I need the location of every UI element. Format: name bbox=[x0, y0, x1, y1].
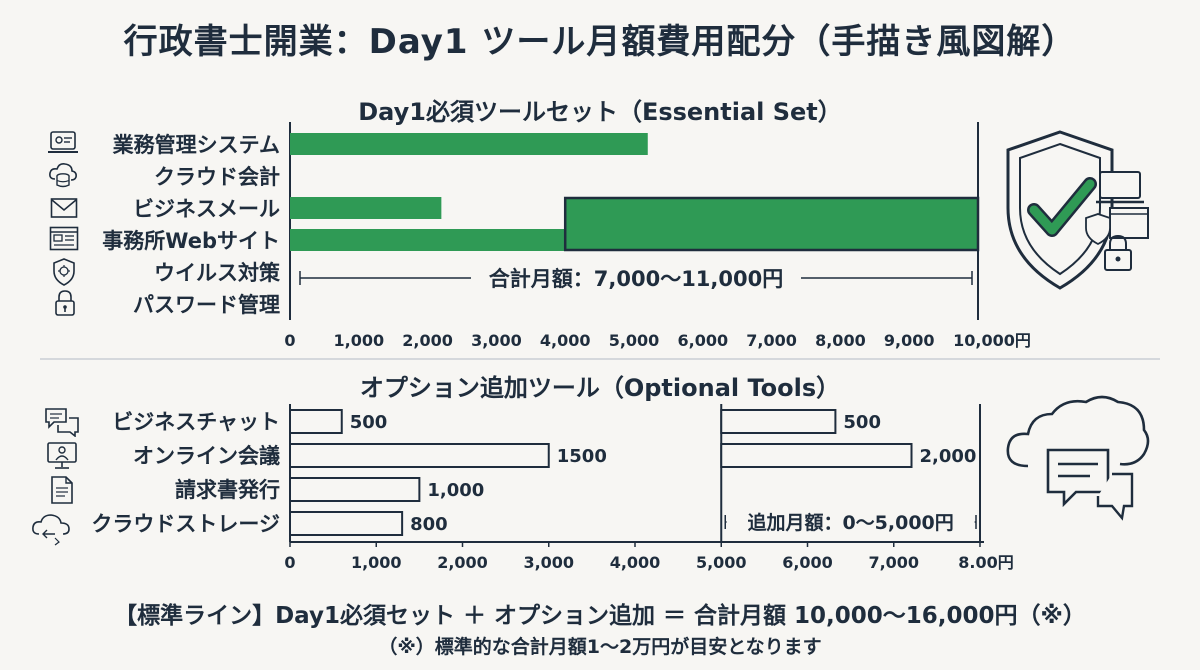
monitor-person-icon bbox=[47, 442, 77, 469]
x-tick-label: 4,000 bbox=[610, 553, 661, 572]
cloud-database-icon bbox=[49, 163, 77, 188]
shield-checkmark-icon bbox=[1006, 130, 1149, 290]
category-label: 請求書発行 bbox=[175, 478, 280, 502]
x-tick-label: 6,000 bbox=[677, 331, 728, 350]
category-label: クラウド会計 bbox=[154, 165, 280, 189]
annotation-label: 追加月額：0〜5,000円 bbox=[747, 511, 953, 534]
category-label: 事務所Webサイト bbox=[102, 229, 280, 253]
mail-icon bbox=[50, 198, 78, 218]
category-label: パスワード管理 bbox=[133, 293, 280, 317]
x-tick-label: 8,000 bbox=[815, 331, 866, 350]
category-label: オンライン会議 bbox=[133, 444, 280, 468]
x-tick-label: 9,000 bbox=[884, 331, 935, 350]
x-tick-label: 1,000 bbox=[333, 331, 384, 350]
section-divider bbox=[40, 358, 1160, 360]
laptop-gear-icon bbox=[48, 131, 78, 153]
virus-shield-icon bbox=[53, 258, 75, 286]
cloud-sync-icon bbox=[32, 514, 70, 546]
category-label: ビジネスメール bbox=[133, 197, 280, 221]
bar bbox=[289, 511, 404, 536]
padlock-icon bbox=[55, 290, 75, 316]
footer-note: （※）標準的な合計月額1〜2万円が目安となります bbox=[378, 636, 822, 658]
bar bbox=[289, 477, 421, 502]
x-tick-label: 10,000円 bbox=[953, 331, 1031, 350]
website-icon bbox=[49, 226, 79, 251]
x-tick-label: 7,000 bbox=[868, 553, 919, 572]
secondary-bar bbox=[720, 443, 913, 468]
annotation-label: 合計月額：7,000〜11,000円 bbox=[489, 267, 783, 291]
bar bbox=[290, 133, 648, 155]
optional-chart-title: オプション追加ツール（Optional Tools） bbox=[359, 374, 841, 402]
category-label: ウイルス対策 bbox=[154, 261, 281, 285]
x-tick-label: 3,000 bbox=[523, 553, 574, 572]
x-tick-label: 2,000 bbox=[437, 553, 488, 572]
x-tick-label: 1,000 bbox=[351, 553, 402, 572]
x-tick-label: 3,000 bbox=[471, 331, 522, 350]
bar-value-label: 800 bbox=[410, 514, 448, 535]
x-tick-label: 7,000 bbox=[746, 331, 797, 350]
bar bbox=[289, 443, 550, 468]
footer-summary: 【標準ライン】Day1必須セット ＋ オプション追加 ＝ 合計月額 10,000… bbox=[114, 603, 1086, 629]
x-tick-label: 6,000 bbox=[782, 553, 833, 572]
x-tick-label: 8.00円 bbox=[958, 553, 1013, 572]
bar bbox=[290, 229, 566, 251]
essential-chart-title: Day1必須ツールセット（Essential Set） bbox=[358, 98, 842, 126]
x-tick-label: 0 bbox=[284, 331, 295, 350]
document-icon bbox=[51, 476, 73, 504]
bar-value-label: 1,000 bbox=[427, 480, 484, 501]
range-bar bbox=[563, 196, 980, 252]
annotation-background bbox=[726, 507, 975, 537]
x-tick-label: 4,000 bbox=[540, 331, 591, 350]
category-label: クラウドストレージ bbox=[91, 512, 280, 536]
category-label: ビジネスチャット bbox=[112, 410, 280, 434]
category-label: 業務管理システム bbox=[113, 133, 280, 157]
secondary-bar-value-label: 2,000 bbox=[920, 446, 977, 467]
annotation-background bbox=[471, 262, 801, 294]
page-title: 行政書士開業：Day1 ツール月額費用配分（手描き風図解） bbox=[123, 22, 1077, 62]
secondary-bar bbox=[720, 409, 837, 434]
bar bbox=[289, 409, 343, 434]
cloud-chat-icon bbox=[1006, 395, 1150, 521]
chat-bubbles-icon bbox=[45, 408, 79, 437]
secondary-bar-value-label: 500 bbox=[843, 412, 881, 433]
x-tick-label: 5,000 bbox=[696, 553, 747, 572]
x-tick-label: 0 bbox=[284, 553, 295, 572]
bar-value-label: 500 bbox=[350, 412, 388, 433]
x-tick-label: 2,000 bbox=[402, 331, 453, 350]
bar bbox=[290, 197, 442, 219]
x-tick-label: 5,000 bbox=[609, 331, 660, 350]
bar-value-label: 1500 bbox=[557, 446, 607, 467]
